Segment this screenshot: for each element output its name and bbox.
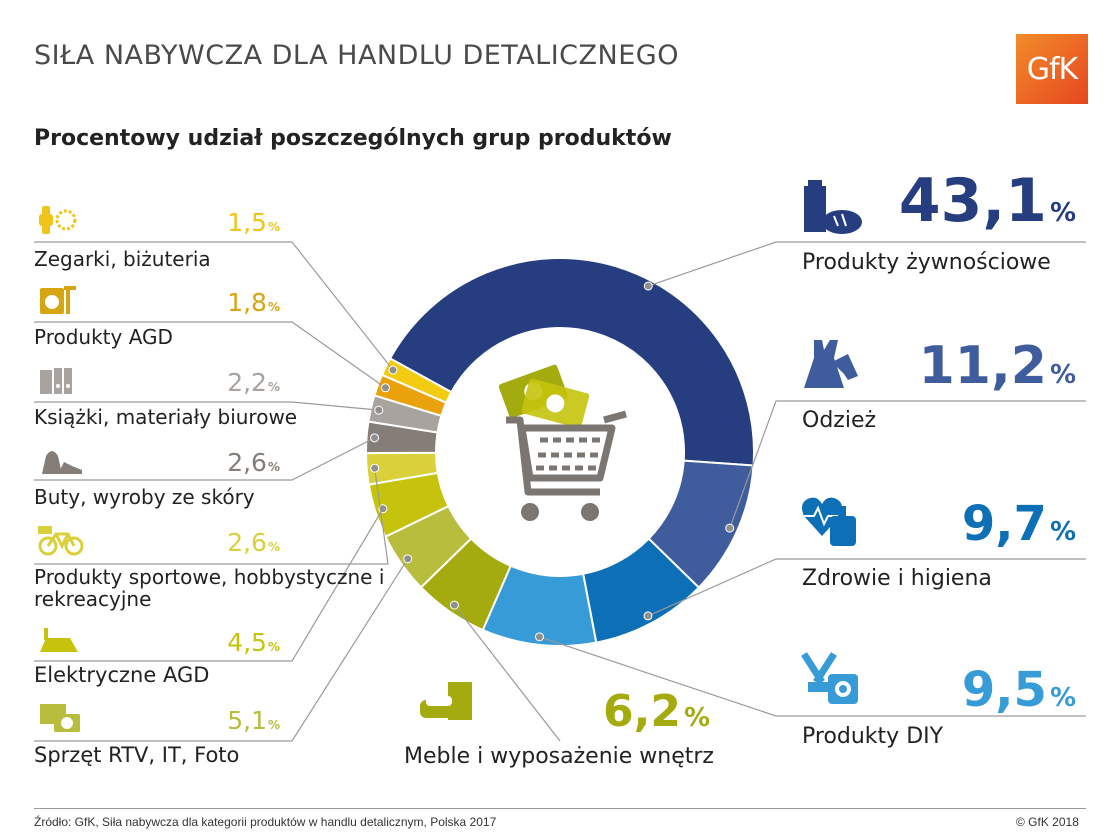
value-diy: 9,5 xyxy=(961,662,1047,718)
pct-clothing: 11,2% xyxy=(918,336,1076,396)
label-health: Zdrowie i higiena xyxy=(802,566,992,591)
leader-dot-1 xyxy=(725,523,735,533)
label-books: Książki, materiały biurowe xyxy=(34,405,298,429)
page-title: SIŁA NABYWCZA DLA HANDLU DETALICZNEGO xyxy=(34,40,679,71)
gfk-logo: GfK xyxy=(1016,34,1088,104)
furniture-icon xyxy=(418,680,478,729)
pct-food: 43,1% xyxy=(898,166,1076,236)
value-clothing: 11,2 xyxy=(918,336,1047,396)
slice-0 xyxy=(388,257,755,467)
page-subtitle: Procentowy udział poszczególnych grup pr… xyxy=(34,126,672,151)
leader-line-5 xyxy=(34,558,409,742)
pct-health: 9,7% xyxy=(961,496,1076,552)
leader-dot-2 xyxy=(643,611,653,621)
label-food: Produkty żywnościowe xyxy=(802,250,1051,275)
label-sport: Produkty sportowe, hobbystyczne i rekrea… xyxy=(34,565,385,611)
food-icon xyxy=(800,178,864,241)
label-rtv: Sprzęt RTV, IT, Foto xyxy=(34,743,240,767)
leader-dot-4 xyxy=(449,600,459,610)
footer-divider xyxy=(34,808,1086,809)
leader-line-1 xyxy=(729,400,1086,529)
leader-dot-0 xyxy=(643,281,653,291)
leader-dot-7 xyxy=(370,463,380,473)
label-furniture: Meble i wyposażenie wnętrz xyxy=(404,744,714,769)
leader-dot-8 xyxy=(370,433,380,443)
leader-line-11 xyxy=(34,241,394,371)
pct-diy: 9,5% xyxy=(961,662,1076,718)
leader-line-4 xyxy=(453,604,561,742)
books-icon xyxy=(38,364,82,401)
iron-icon xyxy=(38,624,84,661)
pct-rtv: 5,1% xyxy=(227,706,280,735)
value-shoes: 2,6 xyxy=(227,448,267,477)
leader-line-6 xyxy=(34,508,384,662)
pct-watches: 1,5% xyxy=(227,208,280,237)
pct-electric: 4,5% xyxy=(227,628,280,657)
label-clothing: Odzież xyxy=(802,408,877,433)
leader-line-0 xyxy=(648,241,1086,287)
pct-shoes: 2,6% xyxy=(227,448,280,477)
value-watches: 1,5 xyxy=(227,208,267,237)
copyright: © GfK 2018 xyxy=(1016,815,1079,829)
pct-furniture: 6,2% xyxy=(602,686,710,737)
value-health: 9,7 xyxy=(961,496,1047,552)
source-note: Źródło: GfK, Siła nabywcza dla kategorii… xyxy=(34,815,497,829)
label-electric: Elektryczne AGD xyxy=(34,663,210,687)
bicycle-icon xyxy=(38,524,86,561)
value-books: 2,2 xyxy=(227,368,267,397)
leader-line-7 xyxy=(34,468,389,565)
label-diy: Produkty DIY xyxy=(802,724,944,749)
pct-sport: 2,6% xyxy=(227,528,280,557)
camera-icon xyxy=(38,702,84,739)
leader-dot-5 xyxy=(403,554,413,564)
value-rtv: 5,1 xyxy=(227,706,267,735)
leader-dot-9 xyxy=(374,405,384,415)
value-furniture: 6,2 xyxy=(602,686,681,737)
shopping-cart-icon xyxy=(498,364,627,521)
leader-line-2 xyxy=(647,558,1086,617)
leader-line-9 xyxy=(34,401,379,411)
label-agd: Produkty AGD xyxy=(34,325,173,349)
washing-machine-icon xyxy=(38,284,82,321)
health-icon xyxy=(800,492,862,553)
value-food: 43,1 xyxy=(898,166,1047,236)
leader-dot-11 xyxy=(388,365,398,375)
value-electric: 4,5 xyxy=(227,628,267,657)
shoes-icon xyxy=(38,444,84,481)
label-shoes: Buty, wyroby ze skóry xyxy=(34,485,255,509)
leader-line-8 xyxy=(34,437,375,481)
watch-icon xyxy=(38,204,78,241)
leader-line-10 xyxy=(34,321,386,389)
value-sport: 2,6 xyxy=(227,528,267,557)
leader-dot-10 xyxy=(380,383,390,393)
slice-11 xyxy=(380,357,453,404)
logo-text: GfK xyxy=(1026,51,1078,87)
pct-books: 2,2% xyxy=(227,368,280,397)
value-agd: 1,8 xyxy=(227,288,267,317)
diy-icon xyxy=(800,652,862,713)
pct-agd: 1,8% xyxy=(227,288,280,317)
label-watches: Zegarki, biżuteria xyxy=(34,247,211,271)
clothing-icon xyxy=(800,336,860,397)
leader-line-3 xyxy=(539,636,1086,717)
leader-dot-3 xyxy=(534,632,544,642)
